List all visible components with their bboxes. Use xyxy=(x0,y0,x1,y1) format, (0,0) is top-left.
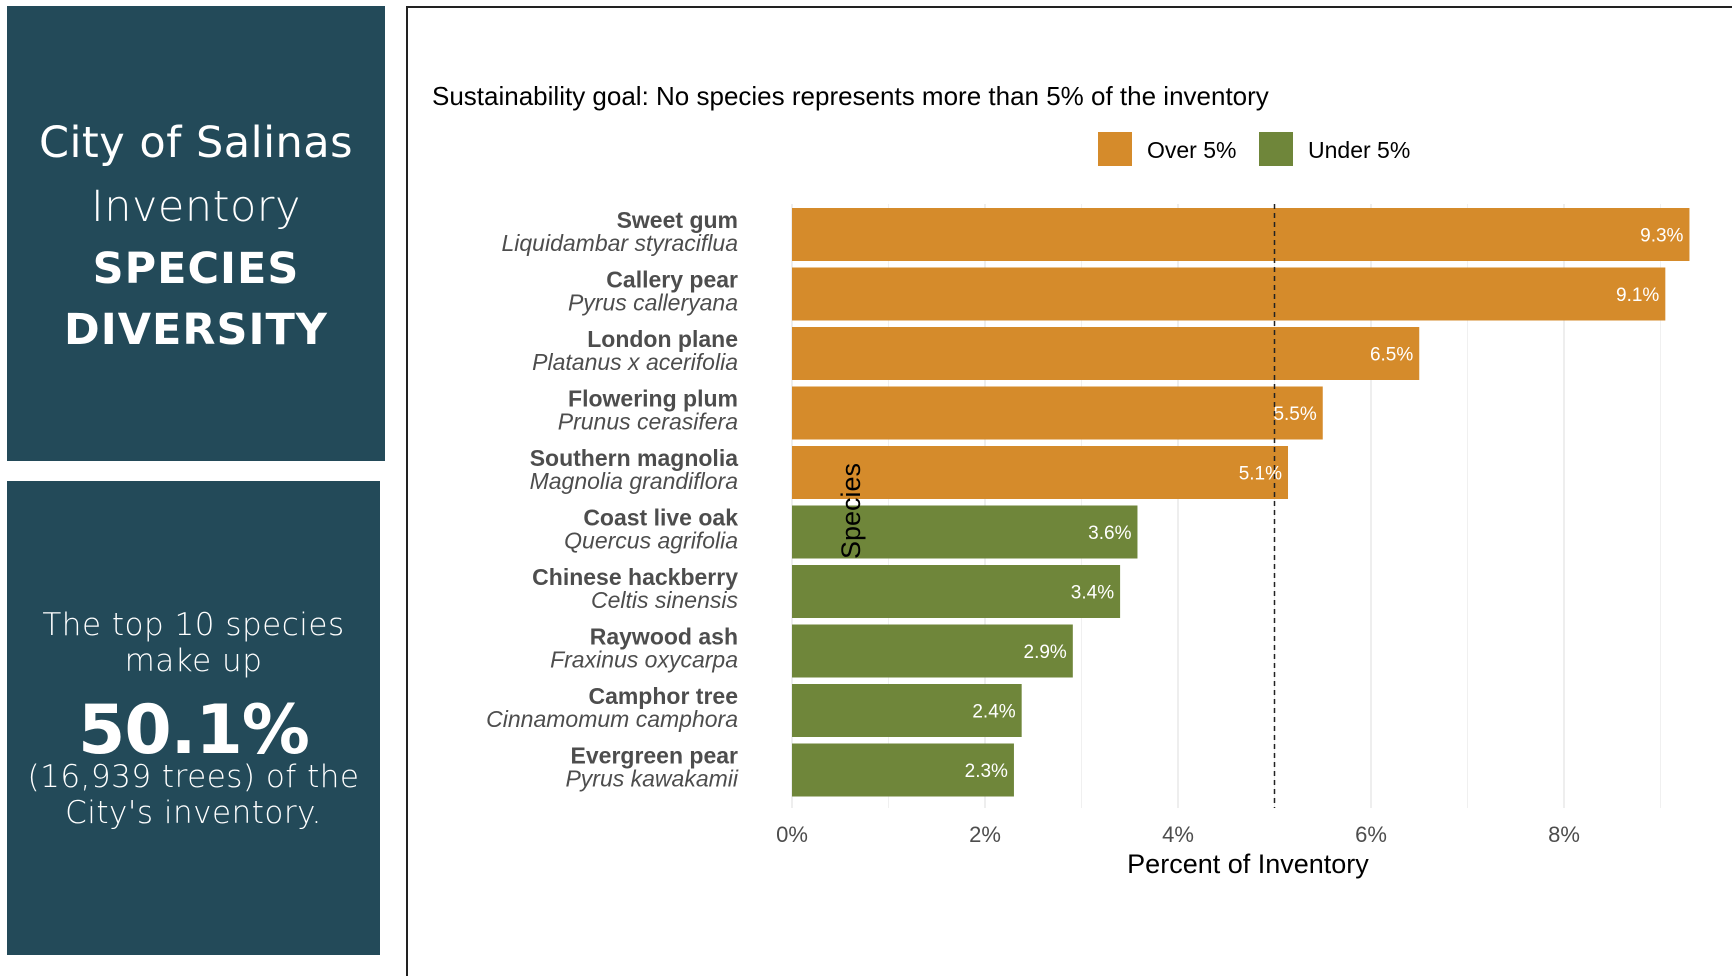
bar-value-label: 9.3% xyxy=(1640,226,1683,247)
x-axis-title: Percent of Inventory xyxy=(1127,849,1369,879)
stat-outro-line1: (16,939 trees) of the xyxy=(27,759,360,795)
stat-panel: The top 10 species make up 50.1% (16,939… xyxy=(7,481,380,955)
bar-southern-magnolia xyxy=(792,446,1289,499)
x-tick-label: 0% xyxy=(776,822,808,847)
bar-raywood-ash xyxy=(792,624,1073,678)
bar-value-label: 9.1% xyxy=(1616,285,1659,306)
species-scientific-name: Cinnamomum camphora xyxy=(486,706,738,732)
legend-label: Over 5% xyxy=(1147,137,1236,163)
species-common-name: Callery pear xyxy=(606,267,738,293)
stat-outro: (16,939 trees) of the City's inventory. xyxy=(7,759,380,831)
bar-value-label: 3.4% xyxy=(1071,583,1114,604)
bar-evergreen-pear xyxy=(792,743,1014,797)
chart-frame: Sustainability goal: No species represen… xyxy=(406,6,1732,976)
species-bar-chart: Sustainability goal: No species represen… xyxy=(432,81,1690,879)
bar-value-label: 6.5% xyxy=(1370,345,1413,366)
legend-swatch xyxy=(1259,132,1293,166)
bar-flowering-plum xyxy=(792,386,1323,440)
species-common-name: Camphor tree xyxy=(588,683,738,709)
species-common-name: London plane xyxy=(587,326,738,352)
species-scientific-name: Magnolia grandiflora xyxy=(530,468,738,494)
title-line-city: City of Salinas xyxy=(38,118,354,168)
species-common-name: Flowering plum xyxy=(568,386,738,412)
x-tick-label: 8% xyxy=(1548,822,1580,847)
species-scientific-name: Pyrus kawakamii xyxy=(565,766,738,792)
chart-bars: 9.3% 9.1% 6.5% 5.5% 5.1% 3.6% 3.4% 2.9% 2.4% 2.3% xyxy=(792,204,1690,808)
bar-value-label: 5.5% xyxy=(1273,404,1316,425)
species-scientific-name: Platanus x acerifolia xyxy=(532,349,738,375)
bar-camphor-tree xyxy=(792,684,1022,737)
species-common-name: Evergreen pear xyxy=(571,743,739,769)
chart-x-ticks: 0% 2% 4% 6% 8% xyxy=(776,822,1580,847)
bar-value-label: 5.1% xyxy=(1239,464,1282,485)
stat-intro-line2: make up xyxy=(124,643,263,679)
species-common-name: Coast live oak xyxy=(583,505,738,531)
bar-callery-pear xyxy=(792,267,1666,321)
title-line-diversity: DIVERSITY xyxy=(64,305,328,355)
species-common-name: Southern magnolia xyxy=(530,445,739,471)
x-tick-label: 4% xyxy=(1162,822,1194,847)
bar-value-label: 2.9% xyxy=(1024,642,1067,663)
title-line-inventory: Inventory xyxy=(91,182,301,232)
stat-intro: The top 10 species make up xyxy=(7,607,380,679)
species-common-name: Raywood ash xyxy=(590,624,738,650)
stat-value: 50.1% xyxy=(78,691,310,770)
species-common-name: Chinese hackberry xyxy=(532,564,738,590)
bar-value-label: 2.3% xyxy=(965,761,1008,782)
species-common-name: Sweet gum xyxy=(617,207,738,233)
title-panel: City of Salinas Inventory SPECIES DIVERS… xyxy=(7,6,385,461)
stat-outro-line2: City's inventory. xyxy=(65,795,322,831)
bar-sweet-gum xyxy=(792,208,1690,261)
bar-london-plane xyxy=(792,327,1420,380)
species-scientific-name: Celtis sinensis xyxy=(591,587,738,613)
bar-value-label: 2.4% xyxy=(972,702,1015,723)
legend-swatch xyxy=(1098,132,1132,166)
x-tick-label: 6% xyxy=(1355,822,1387,847)
species-scientific-name: Prunus cerasifera xyxy=(558,409,738,435)
species-scientific-name: Pyrus calleryana xyxy=(568,290,738,316)
bar-value-label: 3.6% xyxy=(1088,523,1131,544)
bar-coast-live-oak xyxy=(792,505,1138,559)
stat-intro-line1: The top 10 species xyxy=(42,607,345,643)
bar-chinese-hackberry xyxy=(792,565,1121,618)
species-scientific-name: Fraxinus oxycarpa xyxy=(550,647,738,673)
chart-legend: Over 5% Under 5% xyxy=(1098,132,1410,166)
x-tick-label: 2% xyxy=(969,822,1001,847)
y-axis-title: Species xyxy=(836,463,866,559)
legend-label: Under 5% xyxy=(1308,137,1410,163)
species-scientific-name: Quercus agrifolia xyxy=(564,528,738,554)
title-line-species: SPECIES xyxy=(92,244,300,294)
chart-title: Sustainability goal: No species represen… xyxy=(432,81,1269,111)
species-scientific-name: Liquidambar styraciflua xyxy=(501,230,738,256)
